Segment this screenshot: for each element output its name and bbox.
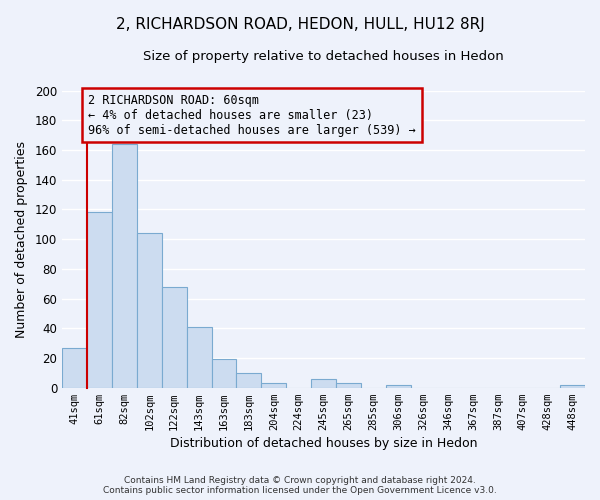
Bar — [162, 286, 187, 388]
Bar — [112, 144, 137, 388]
Bar — [187, 327, 212, 388]
X-axis label: Distribution of detached houses by size in Hedon: Distribution of detached houses by size … — [170, 437, 478, 450]
Bar — [262, 383, 286, 388]
Bar — [560, 384, 585, 388]
Text: Contains HM Land Registry data © Crown copyright and database right 2024.
Contai: Contains HM Land Registry data © Crown c… — [103, 476, 497, 495]
Bar — [212, 360, 236, 388]
Bar — [311, 379, 336, 388]
Text: 2 RICHARDSON ROAD: 60sqm
← 4% of detached houses are smaller (23)
96% of semi-de: 2 RICHARDSON ROAD: 60sqm ← 4% of detache… — [88, 94, 416, 136]
Bar — [137, 233, 162, 388]
Bar — [236, 373, 262, 388]
Bar — [87, 212, 112, 388]
Text: 2, RICHARDSON ROAD, HEDON, HULL, HU12 8RJ: 2, RICHARDSON ROAD, HEDON, HULL, HU12 8R… — [116, 18, 484, 32]
Title: Size of property relative to detached houses in Hedon: Size of property relative to detached ho… — [143, 50, 504, 63]
Bar — [336, 383, 361, 388]
Bar — [62, 348, 87, 388]
Y-axis label: Number of detached properties: Number of detached properties — [15, 140, 28, 338]
Bar — [386, 384, 411, 388]
